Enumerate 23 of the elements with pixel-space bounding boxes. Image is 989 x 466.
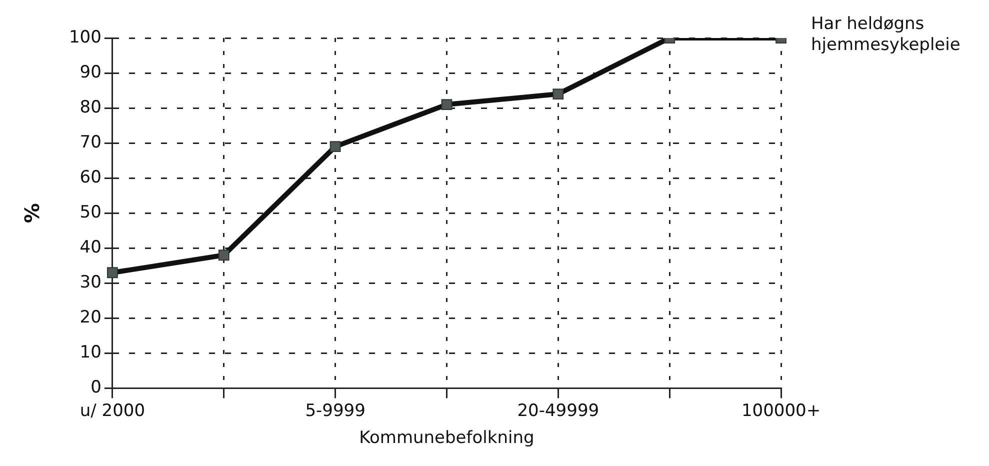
y-tick-label: 80	[80, 97, 102, 118]
series-label: Har heldøgns hjemmesykepleie	[811, 14, 960, 55]
y-tick-label: 50	[80, 202, 102, 223]
point	[552, 88, 564, 100]
point	[441, 99, 452, 110]
y-axis-title: %	[20, 203, 44, 224]
y-tick-label: 60	[80, 168, 102, 188]
y-tick-label: 90	[80, 62, 102, 82]
y-tick-label: 0	[90, 378, 102, 398]
x-axis-title: Kommunebefolkning	[359, 428, 534, 448]
y-tick-label: 10	[80, 342, 102, 363]
x-tick-label: 100000+	[741, 400, 821, 421]
y-tick-label: 20	[80, 308, 102, 328]
point	[330, 141, 341, 152]
x-tick-label: 20-49999	[517, 400, 600, 421]
y-tick-label: 30	[80, 272, 102, 293]
y-tick-label: 70	[80, 132, 102, 152]
y-tick-label: 100	[68, 27, 102, 48]
point	[218, 250, 230, 261]
y-tick-label: 40	[80, 238, 102, 258]
x-tick-label: u/ 2000	[80, 400, 146, 421]
x-tick-label: 5-9999	[305, 400, 366, 421]
point	[107, 267, 118, 278]
